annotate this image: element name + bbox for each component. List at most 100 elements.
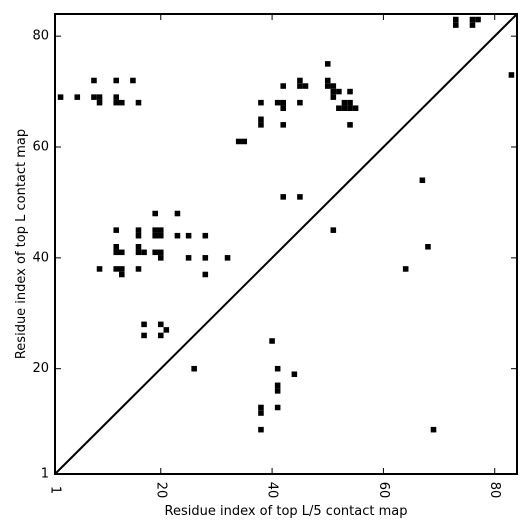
x-axis-title: Residue index of top L/5 contact map xyxy=(165,504,408,519)
contact-point-upper xyxy=(297,194,303,200)
contact-point-upper xyxy=(113,99,120,106)
contact-point-upper xyxy=(135,266,142,272)
contact-point-upper xyxy=(135,232,142,239)
contact-point-upper xyxy=(135,249,142,256)
contact-point-upper xyxy=(96,266,103,272)
contact-point-upper xyxy=(96,99,103,106)
contact-point-lower xyxy=(425,244,431,250)
contact-point-upper xyxy=(330,88,337,95)
contact-point-upper xyxy=(91,94,97,100)
contact-point-lower xyxy=(274,404,281,411)
contact-point-upper xyxy=(336,105,342,111)
contact-point-upper xyxy=(152,210,158,217)
contact-point-upper xyxy=(113,244,120,250)
contact-point-upper xyxy=(235,138,242,145)
contact-point-upper xyxy=(297,99,303,106)
y-tick-label: 40 xyxy=(32,250,49,265)
contact-point-upper xyxy=(113,266,120,272)
lower-triangle-contacts xyxy=(191,177,437,433)
contact-point-lower xyxy=(419,177,426,184)
contact-point-upper xyxy=(452,16,459,23)
y-axis-title: Residue index of top L contact map xyxy=(14,129,29,359)
contact-point-upper xyxy=(119,249,125,256)
contact-point-upper xyxy=(324,77,331,84)
contact-point-upper xyxy=(113,227,120,233)
contact-point-upper xyxy=(96,94,103,100)
contact-point-upper xyxy=(174,210,181,217)
contact-point-upper xyxy=(224,255,231,261)
contact-point-upper xyxy=(297,77,303,84)
contact-point-upper xyxy=(347,105,353,111)
contact-point-upper xyxy=(280,99,286,106)
x-tick-label: 60 xyxy=(376,482,391,499)
y-tick-label: 60 xyxy=(32,140,49,155)
x-tick-label: 40 xyxy=(265,482,280,499)
contact-point-upper xyxy=(157,232,164,239)
contact-point-upper xyxy=(241,138,248,145)
axis-ticks: 1 20 40 60 80 1 20 40 60 80 xyxy=(32,14,517,498)
contact-point-upper xyxy=(347,88,353,95)
contact-point-upper xyxy=(280,122,286,128)
contact-point-upper xyxy=(119,271,125,278)
contact-point-upper xyxy=(157,321,164,328)
contact-point-upper xyxy=(469,22,476,28)
contact-point-upper xyxy=(341,99,348,106)
contact-point-upper xyxy=(157,332,164,339)
contact-point-lower xyxy=(258,404,264,411)
contact-point-upper xyxy=(135,244,142,250)
y-tick-label: 20 xyxy=(32,361,49,376)
x-tick-label: 80 xyxy=(487,482,502,499)
contact-point-upper xyxy=(202,232,209,239)
plot-frame xyxy=(54,13,518,475)
contact-point-upper xyxy=(119,266,125,272)
contact-point-upper xyxy=(185,232,192,239)
contact-point-upper xyxy=(330,227,337,233)
contact-point-upper xyxy=(347,122,353,128)
contact-point-lower xyxy=(274,382,281,389)
contact-point-upper xyxy=(152,232,158,239)
contact-point-lower xyxy=(274,365,281,372)
contact-point-lower xyxy=(402,266,409,272)
contact-point-upper xyxy=(258,99,264,106)
contact-point-upper xyxy=(113,77,120,84)
contact-point-upper xyxy=(341,105,348,111)
contact-point-upper xyxy=(130,77,136,84)
contact-point-upper xyxy=(469,16,476,23)
contact-point-lower xyxy=(274,388,281,394)
contact-point-lower xyxy=(269,338,275,344)
contact-point-upper xyxy=(297,83,303,89)
contact-point-upper xyxy=(324,61,331,67)
contact-point-upper xyxy=(202,255,209,261)
contact-point-upper xyxy=(163,327,170,333)
contact-point-upper xyxy=(336,88,342,95)
contact-point-upper xyxy=(202,271,209,278)
contact-point-upper xyxy=(135,99,142,106)
contact-point-upper xyxy=(280,83,286,89)
contact-point-upper xyxy=(330,94,337,100)
contact-point-upper xyxy=(57,94,64,100)
contact-point-upper xyxy=(135,227,142,233)
contact-point-lower xyxy=(430,426,437,433)
contact-point-upper xyxy=(185,255,192,261)
contact-point-upper xyxy=(452,22,459,28)
upper-triangle-contacts xyxy=(57,16,515,339)
contact-point-upper xyxy=(508,72,515,78)
y-tick-label: 1 xyxy=(41,467,49,482)
y-tick-label: 80 xyxy=(32,29,49,44)
contact-point-lower xyxy=(258,410,264,416)
contact-point-upper xyxy=(258,122,264,128)
contact-point-upper xyxy=(113,249,120,256)
contact-point-upper xyxy=(280,105,286,111)
contact-point-upper xyxy=(74,94,81,100)
contact-point-upper xyxy=(157,255,164,261)
contact-point-upper xyxy=(174,232,181,239)
contact-point-upper xyxy=(152,227,158,233)
contact-point-upper xyxy=(280,194,286,200)
contact-point-upper xyxy=(113,94,120,100)
plot-area xyxy=(54,13,518,475)
contact-point-upper xyxy=(141,249,147,256)
contact-point-upper xyxy=(157,249,164,256)
contact-point-lower xyxy=(191,365,197,372)
x-tick-label: 20 xyxy=(153,482,168,499)
